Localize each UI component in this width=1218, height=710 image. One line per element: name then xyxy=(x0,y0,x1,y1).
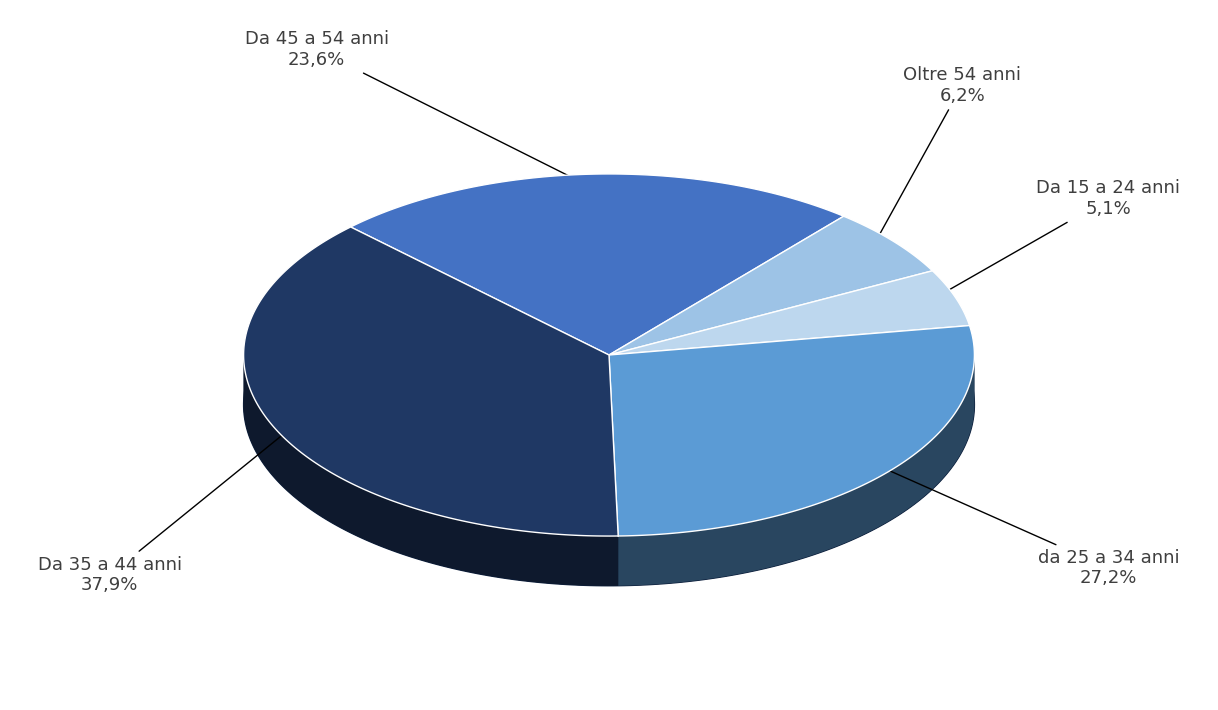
Text: Da 15 a 24 anni
5,1%: Da 15 a 24 anni 5,1% xyxy=(931,180,1180,300)
Text: Da 35 a 44 anni
37,9%: Da 35 a 44 anni 37,9% xyxy=(38,422,298,594)
Polygon shape xyxy=(244,355,974,586)
Polygon shape xyxy=(244,356,619,586)
Polygon shape xyxy=(244,224,974,586)
Polygon shape xyxy=(609,217,933,355)
Text: Da 45 a 54 anni
23,6%: Da 45 a 54 anni 23,6% xyxy=(245,31,592,187)
Polygon shape xyxy=(619,356,974,586)
Polygon shape xyxy=(351,174,844,355)
Polygon shape xyxy=(609,326,974,536)
Text: Oltre 54 anni
6,2%: Oltre 54 anni 6,2% xyxy=(872,66,1021,248)
Polygon shape xyxy=(609,271,970,355)
Polygon shape xyxy=(244,227,619,536)
Text: da 25 a 34 anni
27,2%: da 25 a 34 anni 27,2% xyxy=(871,462,1179,587)
